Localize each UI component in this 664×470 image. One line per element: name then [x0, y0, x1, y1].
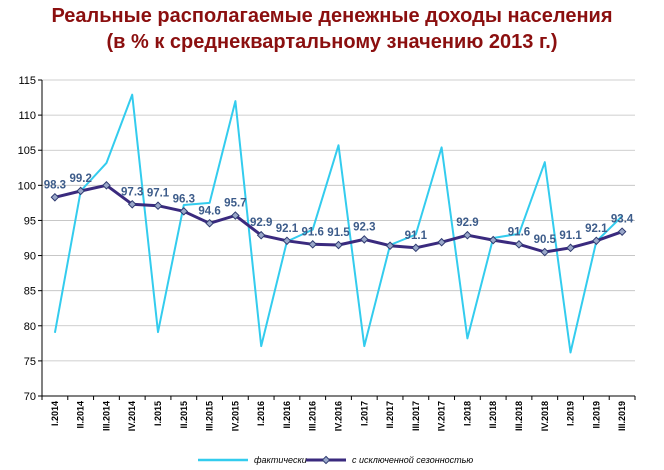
x-tick-label: IV.2017	[437, 401, 447, 431]
data-point-marker	[153, 201, 163, 211]
data-point-marker	[76, 186, 85, 196]
x-tick-label: III.2014	[101, 401, 111, 431]
x-tick-label: II.2014	[76, 401, 86, 429]
chart-title: Реальные располагаемые денежные доходы н…	[51, 5, 613, 27]
data-point-marker	[102, 181, 111, 190]
data-label: 91.5	[327, 227, 350, 239]
data-label: 92.9	[250, 217, 272, 229]
data-point-marker	[179, 207, 189, 216]
data-label: 99.2	[69, 173, 91, 185]
data-label: 97.3	[121, 186, 143, 198]
data-point-marker	[282, 236, 292, 246]
y-tick-label: 80	[24, 321, 36, 333]
data-label: 92.9	[456, 217, 478, 229]
x-tick-label: I.2017	[359, 401, 369, 426]
data-label: 91.6	[508, 226, 530, 238]
data-point-marker	[437, 237, 446, 247]
y-tick-label: 70	[24, 391, 36, 403]
data-point-marker	[127, 199, 137, 209]
x-tick-label: IV.2016	[334, 401, 344, 431]
x-axis-ticks: I.2014 II.2014 III.2014 IV.2014 I.2015 II.201…	[50, 401, 627, 431]
data-point-marker	[334, 240, 343, 250]
x-tick-label: II.2017	[385, 401, 395, 429]
data-label: 92.1	[276, 223, 299, 235]
legend-label-seasonally-adjusted: с исключенной сезонностью	[352, 455, 473, 465]
data-label: 94.6	[198, 205, 220, 217]
data-label: 96.3	[173, 193, 195, 205]
series-lines	[50, 93, 627, 354]
x-tick-label: I.2018	[462, 401, 472, 426]
data-label: 92.1	[585, 223, 608, 235]
data-point-marker	[514, 240, 524, 249]
x-tick-label: II.2018	[488, 401, 498, 429]
data-label: 97.1	[147, 188, 170, 200]
y-tick-label: 115	[18, 75, 36, 87]
data-point-marker	[205, 218, 214, 228]
x-tick-label: III.2018	[514, 401, 524, 431]
x-tick-label: II.2015	[179, 401, 189, 429]
data-point-marker	[592, 236, 601, 246]
data-point-marker	[411, 243, 421, 253]
series-line-actual	[53, 93, 623, 354]
y-tick-label: 75	[24, 356, 36, 368]
data-point-marker	[359, 235, 369, 244]
chart-subtitle: (в % к среднеквартальному значению 2013 …	[106, 31, 558, 53]
data-point-marker	[308, 240, 318, 249]
y-tick-label: 95	[24, 215, 36, 227]
x-tick-label: IV.2014	[127, 401, 137, 431]
x-tick-label: III.2016	[308, 401, 318, 431]
x-tick-label: III.2015	[205, 401, 215, 431]
x-tick-label: II.2016	[282, 401, 292, 429]
y-tick-label: 85	[24, 286, 36, 298]
data-point-marker	[566, 243, 575, 253]
data-point-marker	[231, 211, 240, 220]
data-label: 93.4	[611, 214, 634, 226]
legend-label-actual: фактически	[254, 455, 307, 465]
data-point-marker	[488, 235, 498, 245]
axes	[38, 79, 636, 400]
y-tick-label: 110	[18, 110, 36, 122]
data-point-marker	[50, 192, 60, 202]
y-tick-label: 105	[18, 145, 36, 157]
data-label: 98.3	[44, 179, 66, 191]
data-label: 90.5	[534, 234, 557, 246]
x-tick-label: IV.2018	[540, 401, 550, 431]
data-label: 91.1	[405, 230, 428, 242]
data-label: 92.3	[353, 221, 375, 233]
x-tick-label: I.2016	[256, 401, 266, 426]
x-tick-label: II.2019	[591, 401, 601, 429]
data-point-marker	[463, 230, 472, 240]
data-point-marker	[385, 241, 395, 251]
legend: фактически с исключенной сезонностью	[198, 455, 473, 465]
y-tick-label: 90	[24, 251, 36, 263]
x-tick-label: I.2015	[153, 401, 163, 426]
legend-marker-seasonally-adjusted	[321, 455, 331, 465]
y-axis-ticks: 70 75 80 85 90 95 100 105 110 115	[18, 75, 36, 403]
data-label: 91.1	[559, 230, 582, 242]
x-tick-label: III.2019	[617, 401, 627, 431]
data-point-marker	[540, 247, 550, 257]
data-point-marker	[617, 227, 627, 236]
x-tick-label: I.2019	[566, 401, 576, 426]
data-point-marker	[256, 230, 266, 240]
data-label: 95.7	[224, 198, 246, 210]
data-label: 91.6	[302, 226, 324, 238]
x-tick-label: III.2017	[411, 401, 421, 431]
y-tick-label: 100	[18, 180, 36, 192]
data-labels: 98.399.297.3 97.1 96.394.695.792.9 92.1 91.6…	[44, 173, 634, 246]
x-tick-label: I.2014	[50, 401, 60, 426]
x-tick-label: IV.2015	[230, 401, 240, 431]
